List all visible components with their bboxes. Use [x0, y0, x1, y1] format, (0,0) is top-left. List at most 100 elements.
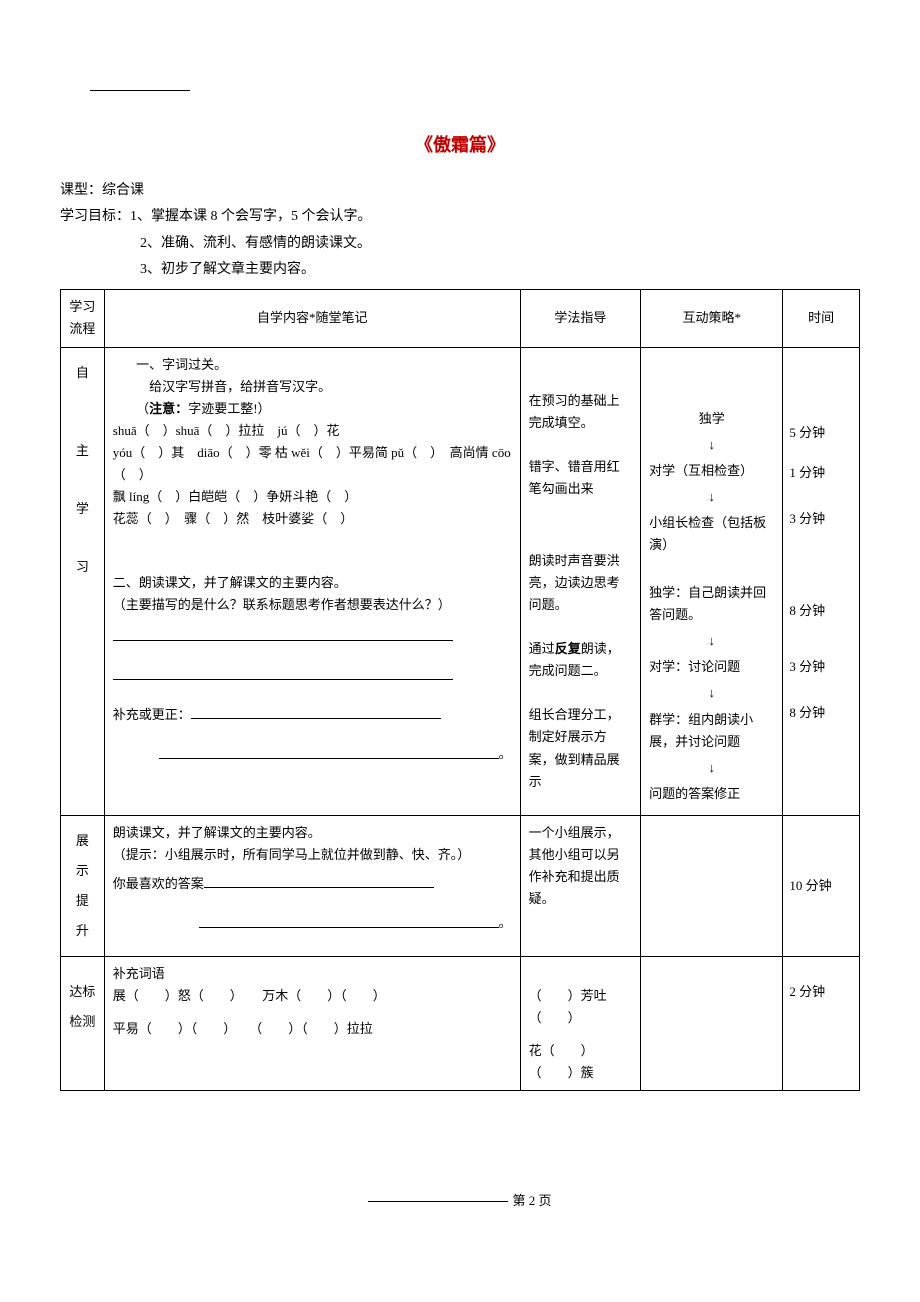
- goal-1: 1、掌握本课 8 个会写字，5 个会认字。: [130, 209, 372, 224]
- arrow-icon: ↓: [649, 486, 774, 508]
- arrow-icon: ↓: [649, 434, 774, 456]
- gap: [529, 1030, 632, 1040]
- s1-l1: shuā（ ）shuā（ ）拉拉 jú（ ）花: [113, 420, 512, 442]
- arrow-icon: ↓: [649, 630, 774, 652]
- t5: 3 分钟: [789, 656, 851, 678]
- header-rule: [90, 90, 190, 91]
- flow-spacer: [69, 392, 96, 432]
- flow-selfstudy: 自 主 学 习: [61, 347, 105, 815]
- method-selfstudy: 在预习的基础上完成填空。 错字、错音用红笔勾画出来 朗读时声音要洪亮，边读边思考…: [520, 347, 640, 815]
- flow-char: 学: [69, 498, 96, 520]
- strategy-test: [641, 957, 783, 1090]
- content-present: 朗读课文，并了解课文的主要内容。 （提示：小组展示时，所有同学马上就位并做到静、…: [104, 815, 520, 956]
- content-test: 补充词语 展（ ）怒（ ） 万木（ ）（ ） 平易（ ）（ ） （ ）（ ）拉拉: [104, 957, 520, 1090]
- strategy-present: [641, 815, 783, 956]
- t1: 5 分钟: [789, 422, 851, 444]
- lesson-table: 学习流程 自学内容*随堂笔记 学法指导 互动策略* 时间 自 主 学 习 一、字…: [60, 289, 860, 1090]
- blank-line: [113, 622, 453, 640]
- goal-3: 3、初步了解文章主要内容。: [60, 259, 860, 281]
- footer-rule: [368, 1201, 508, 1202]
- s1-l4: 花蕊（ ） 骤（ ）然 枝叶婆娑（ ）: [113, 508, 512, 530]
- goals-label: 学习目标：: [60, 209, 130, 224]
- t2: 1 分钟: [789, 462, 851, 484]
- s1-note-bold: 注意：: [149, 401, 188, 416]
- t4: 8 分钟: [789, 600, 851, 622]
- content-selfstudy: 一、字词过关。 给汉字写拼音，给拼音写汉字。 （注意：字迹要工整!） shuā（…: [104, 347, 520, 815]
- flow-test: 达标 检测: [61, 957, 105, 1090]
- th-content: 自学内容*随堂笔记: [104, 290, 520, 347]
- st1: 独学: [649, 408, 774, 430]
- blank-line: [191, 701, 441, 719]
- footer-text: 第 2 页: [512, 1193, 551, 1208]
- gap: [649, 354, 774, 404]
- m5: 组长合理分工，制定好展示方案，做到精品展示: [529, 704, 632, 792]
- flow-char: 主: [69, 440, 96, 462]
- blank-line: [159, 740, 499, 758]
- section-2: 二、朗读课文，并了解课文的主要内容。 （主要描写的是什么？联系标题思考作者想要表…: [113, 572, 512, 765]
- t-l2a: 平易（ ）（ ） （ ）（ ）拉拉: [113, 1018, 512, 1040]
- table-header-row: 学习流程 自学内容*随堂笔记 学法指导 互动策略* 时间: [61, 290, 860, 347]
- page-footer: 第 2 页: [60, 1191, 860, 1212]
- t-l2b: 花（ ）（ ）簇: [529, 1040, 632, 1084]
- method-test: （ ）芳吐（ ） 花（ ）（ ）簇: [520, 957, 640, 1090]
- time-test: 2 分钟: [783, 957, 860, 1090]
- s1-note: （注意：字迹要工整!）: [113, 398, 512, 420]
- s1-note-rest: 字迹要工整!）: [188, 401, 270, 416]
- method-present: 一个小组展示，其他小组可以另作补充和提出质疑。: [520, 815, 640, 956]
- st5: 对学：讨论问题: [649, 656, 774, 678]
- s1-note-prefix: （: [136, 401, 149, 416]
- blank-line: [204, 870, 434, 888]
- section-1: 一、字词过关。 给汉字写拼音，给拼音写汉字。 （注意：字迹要工整!） shuā（…: [113, 354, 512, 531]
- s1-h2: 给汉字写拼音，给拼音写汉字。: [113, 376, 512, 398]
- s1-l2: yóu（ ）其 diāo（ ）零 枯 wěi（ ）平易简 pǔ（ ） 高尚情 c…: [113, 442, 512, 486]
- t3: 3 分钟: [789, 508, 851, 530]
- goals-line-1: 学习目标：1、掌握本课 8 个会写字，5 个会认字。: [60, 206, 860, 228]
- time-present: 10 分钟: [783, 815, 860, 956]
- s1-h1: 一、字词过关。: [113, 354, 512, 376]
- gap: [789, 354, 851, 404]
- s1-l3: 飘 líng（ ）白皑皑（ ）争妍斗艳（ ）: [113, 486, 512, 508]
- p-c2: （提示：小组展示时，所有同学马上就位并做到静、快、齐。）: [113, 844, 512, 866]
- flow-char: 展: [69, 830, 96, 852]
- st2: 对学（互相检查）: [649, 460, 774, 482]
- flow-char: 提: [69, 890, 96, 912]
- s2-h2: （主要描写的是什么？联系标题思考作者想要表达什么？）: [113, 594, 512, 616]
- flow-char: 检测: [69, 1011, 96, 1033]
- p-c1: 朗读课文，并了解课文的主要内容。: [113, 822, 512, 844]
- arrow-icon: ↓: [649, 757, 774, 779]
- arrow-icon: ↓: [649, 682, 774, 704]
- flow-char: 习: [69, 556, 96, 578]
- table-row-test: 达标 检测 补充词语 展（ ）怒（ ） 万木（ ）（ ） 平易（ ）（ ） （ …: [61, 957, 860, 1090]
- document-title: 《傲霜篇》: [60, 131, 860, 160]
- strategy-selfstudy: 独学 ↓ 对学（互相检查） ↓ 小组长检查（包括板演） 独学：自己朗读并回答问题…: [641, 347, 783, 815]
- th-strategy: 互动策略*: [641, 290, 783, 347]
- m2: 错字、错音用红笔勾画出来: [529, 456, 632, 500]
- p-c3: 你最喜欢的答案: [113, 876, 204, 891]
- gap: [113, 1008, 512, 1018]
- t6: 8 分钟: [789, 702, 851, 724]
- th-flow: 学习流程: [61, 290, 105, 347]
- gap: [529, 522, 632, 550]
- th-method: 学法指导: [520, 290, 640, 347]
- flow-char: 自: [69, 362, 96, 384]
- flow-char: 升: [69, 920, 96, 942]
- gap: [529, 354, 632, 390]
- st6: 群学：组内朗读小展，并讨论问题: [649, 709, 774, 753]
- table-row-selfstudy: 自 主 学 习 一、字词过关。 给汉字写拼音，给拼音写汉字。 （注意：字迹要工整…: [61, 347, 860, 815]
- flow-present: 展 示 提 升: [61, 815, 105, 956]
- flow-char: 达标: [69, 981, 96, 1003]
- th-time: 时间: [783, 290, 860, 347]
- blank-line: [113, 662, 453, 680]
- blank-line: [199, 909, 499, 927]
- course-type: 课型：综合课: [60, 180, 860, 202]
- flow-char: 示: [69, 860, 96, 882]
- gap: [649, 560, 774, 578]
- s2-h1: 二、朗读课文，并了解课文的主要内容。: [113, 572, 512, 594]
- st7: 问题的答案修正: [649, 783, 774, 805]
- m4-bold: 反复: [555, 641, 581, 656]
- gap: [113, 548, 512, 572]
- flow-spacer: [69, 470, 96, 490]
- m1: 在预习的基础上完成填空。: [529, 390, 632, 434]
- m4-pre: 通过: [529, 641, 555, 656]
- goal-2: 2、准确、流利、有感情的朗读课文。: [60, 233, 860, 255]
